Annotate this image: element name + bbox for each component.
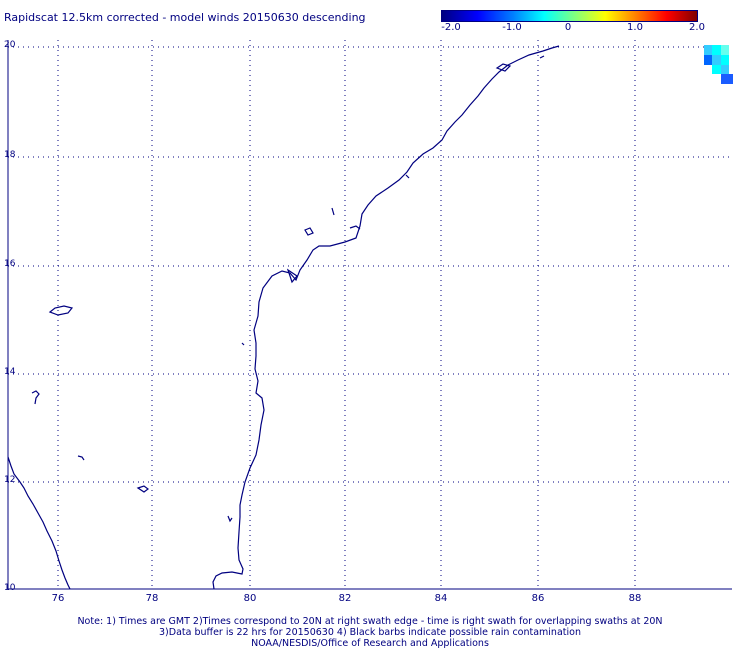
lat-label: 14 — [4, 367, 16, 377]
lat-label: 10 — [4, 583, 16, 593]
lon-label: 76 — [51, 593, 65, 604]
swath-cell — [721, 74, 733, 84]
colorbar-tick: 1.0 — [627, 22, 643, 33]
coastline-east-india — [212, 45, 560, 590]
lon-label: 84 — [434, 593, 448, 604]
colorbar-tick: 2.0 — [689, 22, 705, 33]
footnote-line: NOAA/NESDIS/Office of Research and Appli… — [251, 638, 489, 649]
lon-label: 82 — [338, 593, 352, 604]
footnote-line: Note: 1) Times are GMT 2)Times correspon… — [77, 616, 663, 627]
swath-cell — [712, 45, 721, 55]
lon-label: 80 — [243, 593, 257, 604]
swath-cell — [721, 55, 729, 65]
lat-label: 20 — [4, 40, 16, 50]
lon-label: 78 — [145, 593, 159, 604]
swath-cell — [712, 55, 721, 65]
colorbar — [441, 10, 698, 22]
lon-label: 86 — [531, 593, 545, 604]
footnotes: Note: 1) Times are GMT 2)Times correspon… — [0, 616, 740, 649]
islands — [31, 55, 545, 523]
colorbar-tick: 0 — [564, 22, 572, 33]
swath-cell — [704, 45, 712, 55]
swath-cell — [721, 45, 729, 55]
swath-cell — [704, 55, 712, 65]
lon-label: 88 — [628, 593, 642, 604]
lat-label: 16 — [4, 259, 16, 269]
lat-label: 18 — [4, 150, 16, 160]
gridlines — [8, 40, 732, 589]
swath-cell — [712, 65, 721, 74]
swath-cell — [721, 65, 729, 74]
lat-label: 12 — [4, 475, 16, 485]
coastline-sri-lanka — [7, 456, 71, 590]
map-title: Rapidscat 12.5km corrected - model winds… — [4, 11, 366, 24]
footnote-line: 3)Data buffer is 22 hrs for 20150630 4) … — [159, 627, 581, 638]
colorbar-tick: -1.0 — [502, 22, 522, 33]
colorbar-tick: -2.0 — [441, 22, 461, 33]
